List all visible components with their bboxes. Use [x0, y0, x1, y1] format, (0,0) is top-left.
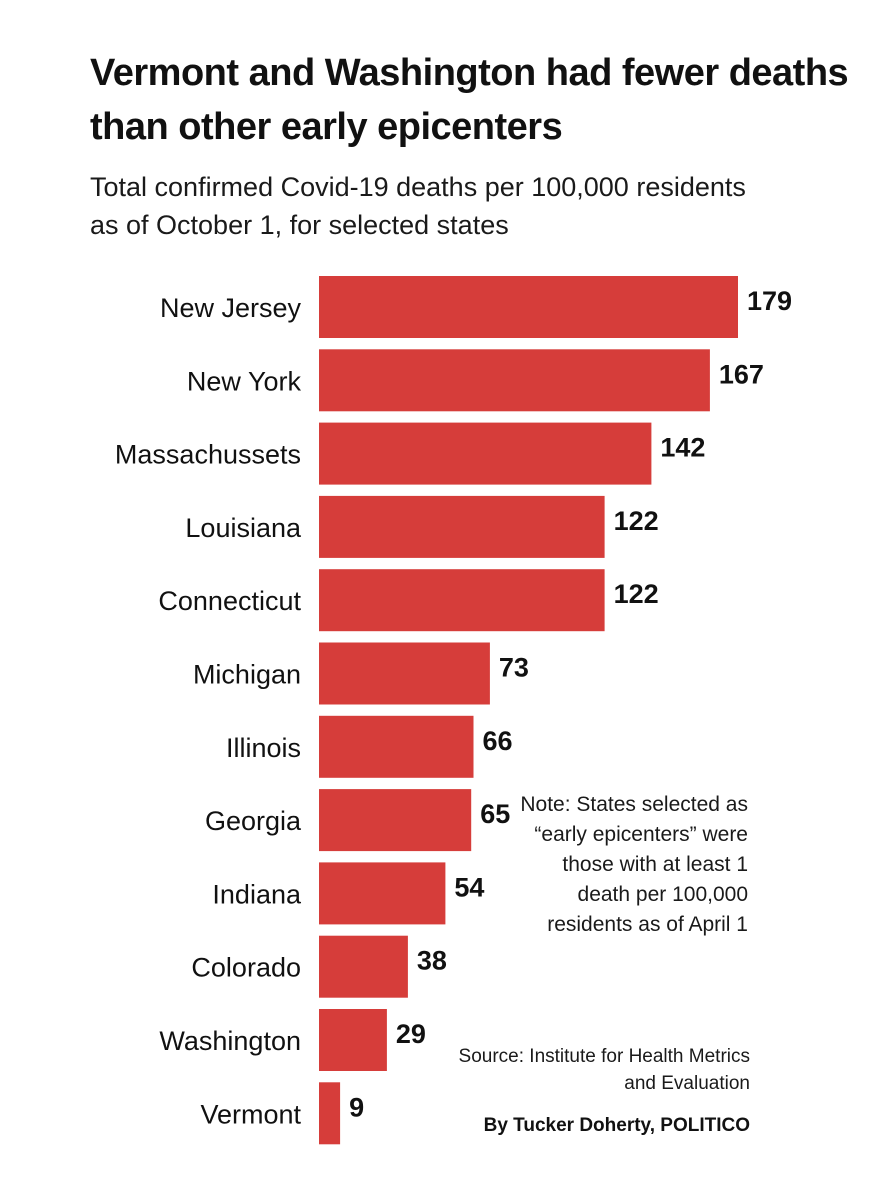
chart-title: Vermont and Washington had fewer deaths … [90, 52, 849, 148]
bar-illinois [319, 715, 474, 778]
category-label-louisiana: Louisiana [185, 513, 302, 543]
category-label-vermont: Vermont [200, 1099, 301, 1129]
bar-vermont [319, 1082, 341, 1145]
category-labels-group: New Jersey New York Massachussets Louisiana… [115, 293, 302, 1129]
bar-louisiana [319, 495, 605, 558]
value-label-indiana: 54 [454, 872, 484, 902]
category-label-colorado: Colorado [191, 953, 301, 983]
category-label-illinois: Illinois [226, 733, 301, 763]
value-label-new-jersey: 179 [747, 286, 792, 316]
bars-group [319, 276, 738, 1145]
value-label-washington: 29 [396, 1019, 426, 1049]
category-label-new-york: New York [187, 366, 302, 396]
byline: By Tucker Doherty, POLITICO [483, 1115, 750, 1136]
bar-washington [319, 1009, 387, 1071]
value-label-connecticut: 122 [614, 579, 659, 609]
bar-massachussets [319, 422, 652, 485]
bar-indiana [319, 862, 446, 925]
source-credit: Source: Institute for Health Metrics and… [458, 1046, 750, 1094]
value-label-vermont: 9 [349, 1092, 364, 1122]
bar-michigan [319, 642, 490, 705]
bar-georgia [319, 789, 472, 852]
value-label-georgia: 65 [480, 799, 510, 829]
category-label-connecticut: Connecticut [158, 586, 301, 616]
category-label-washington: Washington [159, 1026, 301, 1056]
chart-subtitle: Total confirmed Covid-19 deaths per 100,… [90, 172, 746, 240]
value-label-massachussets: 142 [660, 433, 705, 463]
bar-new-york [319, 349, 710, 412]
chart-note: Note: States selected as “early epicente… [520, 793, 748, 936]
value-label-michigan: 73 [499, 653, 529, 683]
category-label-massachussets: Massachussets [115, 440, 301, 470]
bar-new-jersey [319, 276, 738, 338]
value-labels-group: 179 167 142 122 122 73 66 65 54 38 29 9 [349, 286, 792, 1122]
value-label-louisiana: 122 [614, 506, 659, 536]
category-label-new-jersey: New Jersey [160, 293, 302, 323]
bar-colorado [319, 935, 408, 998]
category-label-michigan: Michigan [193, 660, 301, 690]
value-label-colorado: 38 [417, 946, 447, 976]
category-label-georgia: Georgia [205, 806, 302, 836]
value-label-illinois: 66 [483, 726, 513, 756]
bar-connecticut [319, 569, 605, 632]
value-label-new-york: 167 [719, 359, 764, 389]
category-label-indiana: Indiana [212, 879, 302, 909]
